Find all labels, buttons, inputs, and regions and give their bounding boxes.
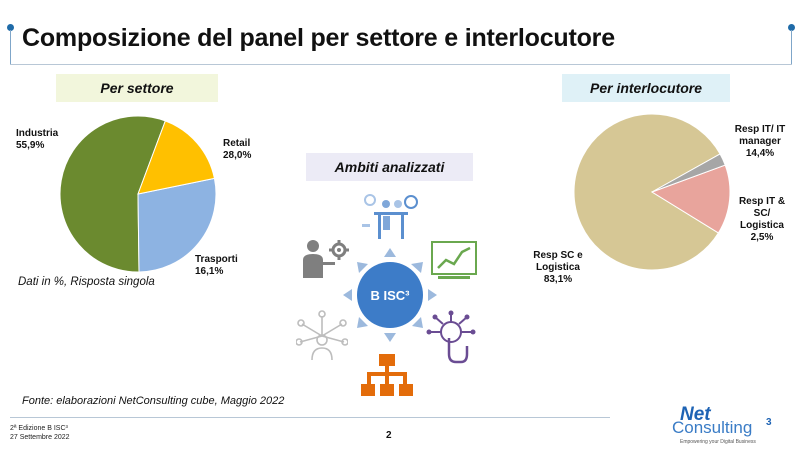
arrow-up [384,248,396,257]
pie-slice-retail [137,177,217,273]
slice-label-text: Trasporti [195,254,238,265]
slice-label-text: Resp IT/ IT manager [734,124,786,147]
arrow-up-right [411,262,423,273]
arrow-group [343,248,437,342]
pie-slice-industria [59,115,166,273]
label-resp-it-sc: Resp IT & SC/ Logistica 2,5% [733,196,791,244]
slice-value-text: 16,1% [195,266,224,277]
growth-chart-icon [431,241,477,279]
label-trasporti: Trasporti 16,1% [195,254,238,278]
footer-date: 27 Settembre 2022 [10,434,70,441]
label-industria: Industria 55,9% [16,128,58,152]
footer-edition: 2ª Edizione B ISC³ [10,425,68,432]
label-resp-it: Resp IT/ IT manager 14,4% [727,124,793,160]
slice-value-text: 28,0% [223,150,252,161]
slice-value-text: 2,5% [750,232,774,243]
analytics-people-icon [362,194,418,239]
pie-chart-settore [59,115,217,273]
arrow-down-left [357,317,368,328]
slice-label-text: Retail [223,138,251,149]
section-header-settore: Per settore [56,74,218,102]
slice-label-text: Resp IT & SC/ Logistica [738,196,786,231]
manager-gear-icon [303,240,349,278]
arrow-down-right [412,317,423,328]
slice-value-text: 83,1% [543,274,573,285]
label-retail: Retail 28,0% [223,138,251,162]
arrow-down [384,333,396,342]
pie-slice-trasporti [137,120,216,195]
pie-slice-resp-it-it-manager [650,164,731,234]
ambiti-diagram: B ISC³ [343,248,437,342]
source-note: Fonte: elaborazioni NetConsulting cube, … [22,395,285,407]
slice-value-text: 55,9% [16,140,45,151]
logo-net-text: Net [680,404,711,425]
arrow-left [343,289,352,301]
pie-slice-resp-sc-e-logistica [573,113,721,271]
pie-chart-interlocutore [573,113,731,271]
arrow-right [428,289,437,301]
slice-label-text: Resp SC e Logistica [533,250,583,273]
section-header-ambiti: Ambiti analizzati [306,153,473,181]
corner-dot-left [7,24,14,31]
logo-superscript: 3 [766,417,772,428]
slice-value-text: 14,4% [745,148,775,159]
org-chart-icon [361,354,413,396]
network-person-icon [296,310,348,361]
corner-line-right [791,30,792,65]
logo-consulting-text: Consulting [672,418,753,437]
footer-divider [10,417,610,418]
arrow-up-left [357,262,368,273]
corner-dot-right [788,24,795,31]
slice-label-text: Industria [16,128,59,139]
hub-circle [357,262,423,328]
footer-info: 2ª Edizione B ISC³ 27 Settembre 2022 [10,424,70,442]
touch-network-icon [426,310,476,364]
label-resp-sc: Resp SC e Logistica 83,1% [527,250,589,286]
corner-line-left [10,30,11,65]
page-number: 2 [386,430,392,441]
hub-label: B ISC³ [371,288,411,303]
page-title: Composizione del panel per settore e int… [22,24,615,52]
pie-slice-resp-it-sc-logistica [651,153,726,193]
netconsulting-logo: Net Consulting 3 Empowering your Digital… [670,404,780,446]
title-divider [10,64,792,65]
section-header-interlocutore: Per interlocutore [562,74,730,102]
data-note: Dati in %, Risposta singola [18,276,155,288]
logo-tagline: Empowering your Digital Business [680,439,756,445]
